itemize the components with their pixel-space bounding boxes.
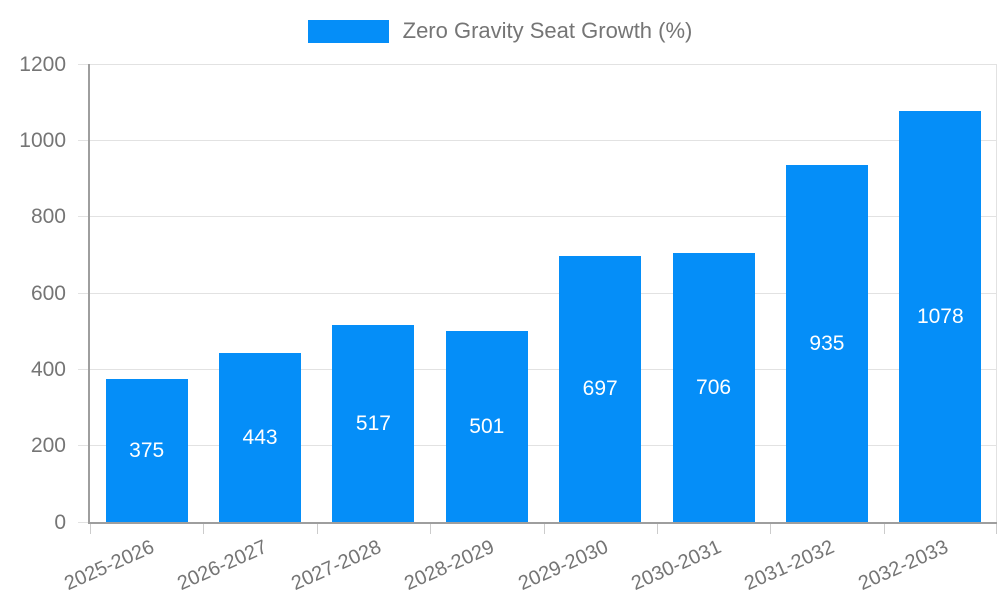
- bar-2032-2033[interactable]: 1078: [899, 110, 982, 522]
- x-axis-tick: [90, 524, 91, 534]
- legend: Zero Gravity Seat Growth (%): [0, 18, 1000, 44]
- bar-2031-2032[interactable]: 935: [785, 165, 868, 522]
- bar-2028-2029[interactable]: 501: [445, 330, 528, 522]
- plot-right-border: [996, 64, 997, 522]
- y-axis-tick: [78, 216, 88, 218]
- bar-value-label: 443: [242, 425, 278, 449]
- bar-value-label: 1078: [916, 304, 964, 328]
- gridline-y-800: [90, 216, 997, 218]
- gridline-y-400: [90, 368, 997, 370]
- y-tick-label-0: 0: [54, 510, 66, 534]
- bar-value-label: 935: [809, 332, 845, 356]
- legend-swatch: [307, 19, 389, 43]
- bar-value-label: 375: [129, 438, 165, 462]
- x-tick-label-2029-2030: 2029-2030: [514, 536, 612, 596]
- y-tick-label-600: 600: [30, 281, 66, 305]
- y-tick-label-800: 800: [30, 205, 66, 229]
- x-tick-label-2027-2028: 2027-2028: [288, 536, 385, 596]
- x-axis-tick: [883, 524, 885, 534]
- gridline-y-1000: [90, 139, 997, 141]
- y-tick-label-400: 400: [30, 357, 66, 381]
- y-axis-tick: [78, 521, 88, 523]
- bar-2025-2026[interactable]: 375: [105, 378, 188, 522]
- gridline-y-1200: [90, 63, 997, 65]
- x-axis-tick: [203, 524, 205, 534]
- y-axis-tick: [78, 63, 88, 65]
- x-tick-label-2032-2033: 2032-2033: [854, 536, 952, 596]
- x-tick-label-2028-2029: 2028-2029: [401, 536, 498, 596]
- y-axis-tick: [78, 368, 88, 370]
- bar-2026-2027[interactable]: 443: [219, 352, 302, 522]
- x-axis-tick: [656, 524, 658, 534]
- bar-value-label: 706: [696, 375, 732, 399]
- x-tick-label-2031-2032: 2031-2032: [741, 536, 838, 596]
- y-tick-label-1200: 1200: [19, 52, 66, 76]
- bar-value-label: 697: [582, 377, 618, 401]
- bar-value-label: 517: [355, 411, 391, 435]
- bar-2030-2031[interactable]: 706: [672, 252, 755, 522]
- x-axis-tick: [316, 524, 318, 534]
- x-tick-label-2030-2031: 2030-2031: [628, 536, 725, 596]
- bar-2027-2028[interactable]: 517: [332, 324, 415, 522]
- x-tick-label-2025-2026: 2025-2026: [61, 536, 158, 596]
- bar-2029-2030[interactable]: 697: [559, 255, 642, 522]
- gridline-y-600: [90, 292, 997, 294]
- y-tick-label-1000: 1000: [19, 128, 66, 152]
- y-axis-tick: [78, 292, 88, 294]
- x-axis-tick: [770, 524, 772, 534]
- bar-chart-plot-area: 0 200 400 600 800 1000 1200 375 2025-2026 443 2026…: [19, 54, 997, 595]
- y-axis-tick: [78, 445, 88, 447]
- x-axis-tick: [543, 524, 545, 534]
- x-axis-tick: [996, 524, 997, 534]
- y-axis-tick: [78, 139, 88, 141]
- bar-value-label: 501: [469, 414, 505, 438]
- x-tick-label-2026-2027: 2026-2027: [174, 536, 272, 596]
- gridline-y-200: [90, 445, 997, 447]
- y-tick-label-200: 200: [30, 434, 66, 458]
- x-axis-tick: [430, 524, 432, 534]
- legend-label: Zero Gravity Seat Growth (%): [402, 18, 693, 43]
